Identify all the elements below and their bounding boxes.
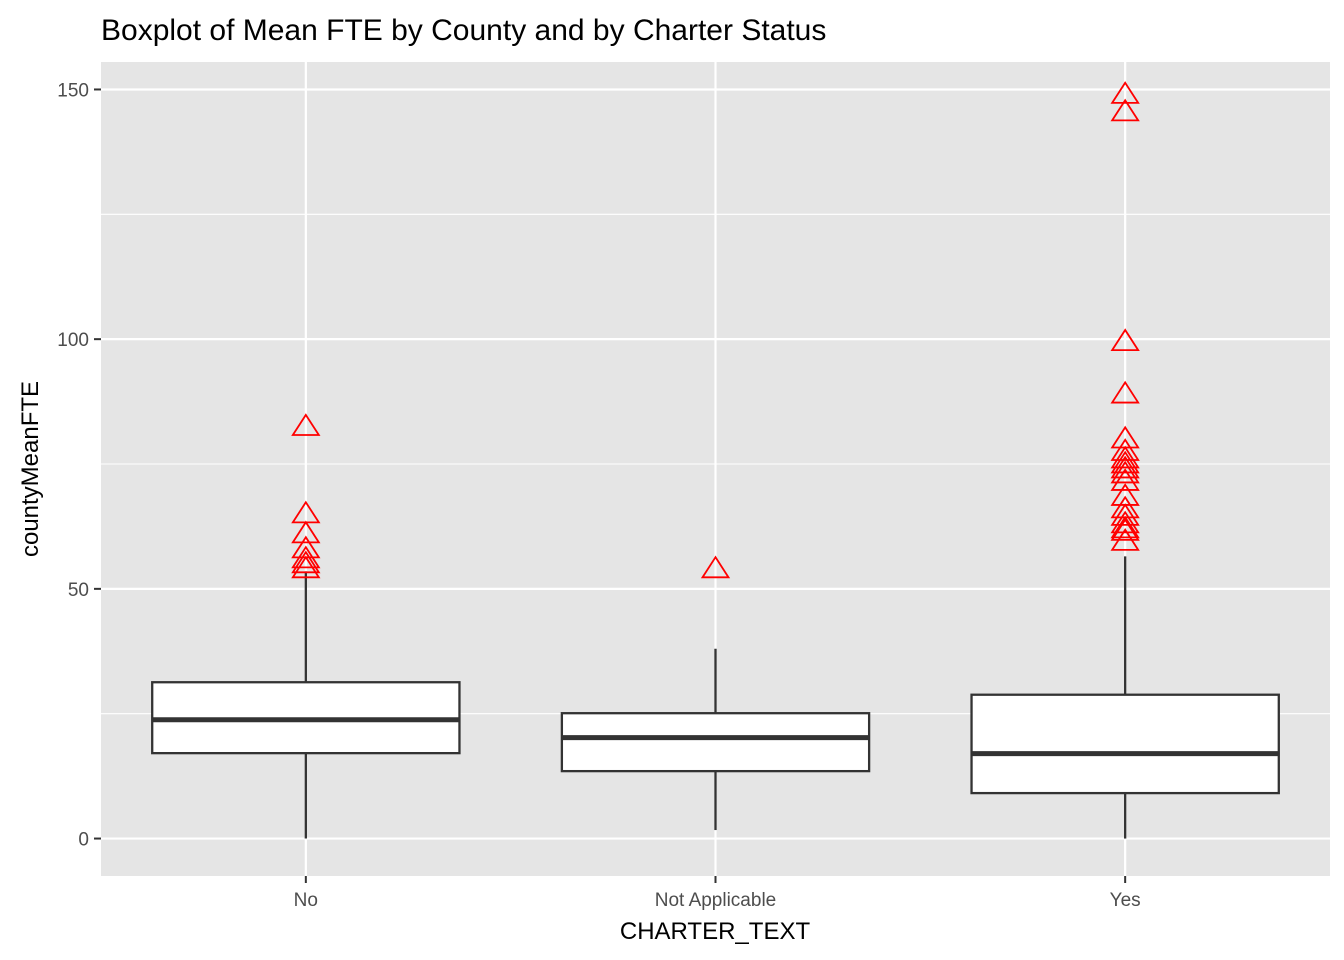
outlier-point [291, 555, 321, 579]
x-axis: No Not Applicable Yes [294, 876, 1141, 911]
x-axis-title: CHARTER_TEXT [620, 918, 811, 945]
y-tick-label: 0 [78, 830, 89, 851]
y-tick-label: 100 [57, 330, 89, 351]
outlier-point [1110, 503, 1140, 526]
outlier-point [1110, 460, 1140, 484]
y-axis: 0 50 100 150 [57, 80, 101, 851]
box-no [151, 571, 461, 839]
outlier-point [1110, 528, 1140, 551]
outlier-point [1110, 81, 1140, 104]
outlier-point [291, 520, 321, 544]
boxes-layer [151, 556, 1280, 839]
iqr-box [970, 693, 1280, 795]
outlier-point [291, 545, 321, 569]
x-tick-label: Yes [1110, 890, 1141, 911]
y-tick-label: 50 [68, 580, 89, 601]
box-not-applicable [560, 648, 871, 831]
outlier-point [1110, 468, 1140, 491]
iqr-box [560, 712, 871, 773]
outlier-point [1110, 438, 1140, 461]
box-yes [970, 556, 1280, 839]
outlier-point [1110, 518, 1140, 541]
outlier-point [1110, 515, 1140, 539]
chart-title: Boxplot of Mean FTE by County and by Cha… [101, 14, 826, 47]
x-tick-label: No [294, 890, 318, 911]
outlier-point [700, 555, 731, 579]
outlier-point [1110, 450, 1140, 474]
outlier-point [1110, 445, 1140, 469]
x-tick-label: Not Applicable [655, 890, 776, 911]
y-tick-label: 150 [57, 80, 89, 101]
outlier-point [291, 550, 321, 574]
outlier-point [291, 413, 321, 436]
outlier-point [1110, 380, 1140, 404]
outlier-point [1110, 510, 1140, 534]
outlier-point [1110, 328, 1140, 352]
outlier-point [1110, 455, 1140, 479]
outliers-layer [291, 81, 1140, 579]
outlier-point [1110, 98, 1140, 122]
y-axis-title: countyMeanFTE [17, 381, 44, 557]
